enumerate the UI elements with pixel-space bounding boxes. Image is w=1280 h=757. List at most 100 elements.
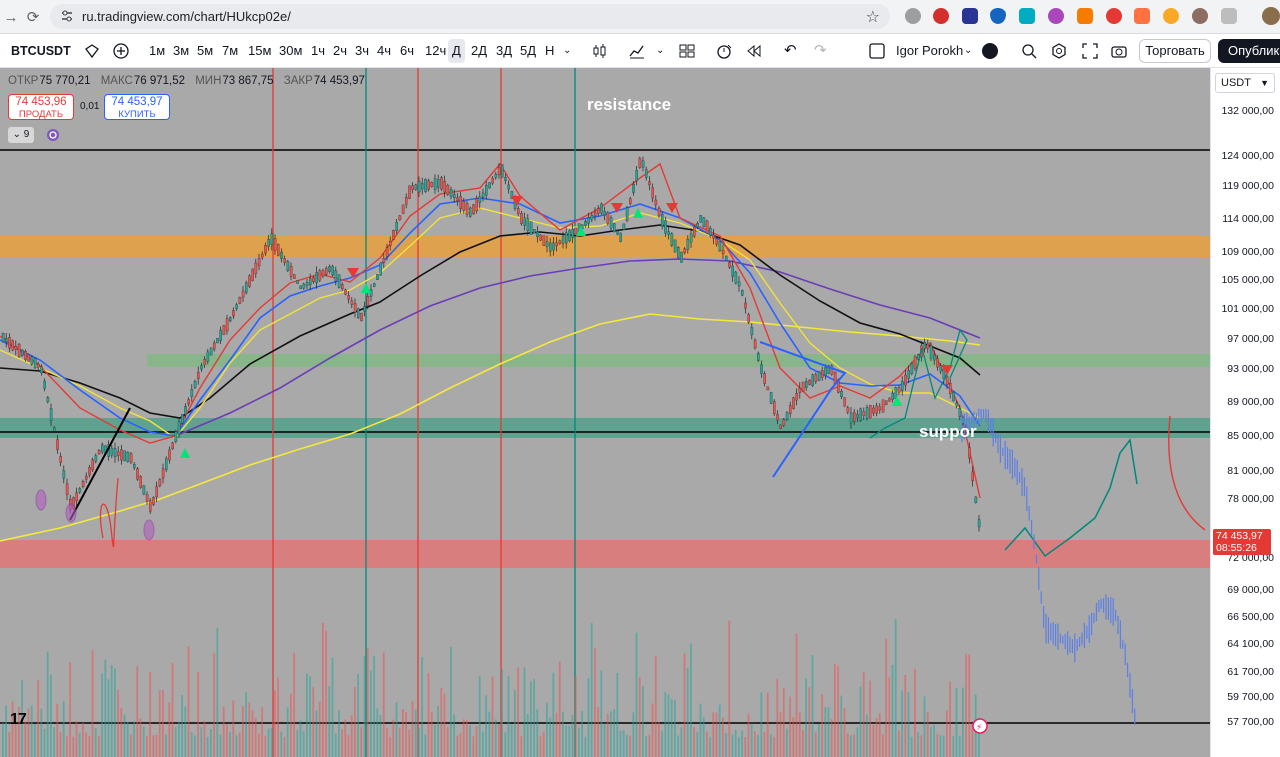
interval-6ч[interactable]: 6ч xyxy=(400,43,415,58)
interval-3Д[interactable]: 3Д xyxy=(496,43,513,58)
candle-body xyxy=(561,236,565,244)
chart-toolbar: BTCUSDT 1м 3м 5м 7м 15м 30м 1ч 2ч 3ч 4ч 6ч 12ч Д 2Д 3Д… xyxy=(0,34,1280,68)
interval-4ч[interactable]: 4ч xyxy=(377,43,392,58)
price-chart[interactable]: resistance suppor ⚡ xyxy=(0,68,1210,757)
price-label: 69 000,00 xyxy=(1227,584,1274,596)
metamask-fox-icon[interactable] xyxy=(1077,8,1093,24)
volume-bar xyxy=(34,723,36,757)
replay-icon[interactable] xyxy=(745,42,763,60)
interval-5м[interactable]: 5м xyxy=(197,43,214,58)
quick-search-icon[interactable] xyxy=(1020,42,1038,60)
trendline-black xyxy=(69,407,131,521)
intervals-dropdown-chevron-icon[interactable]: ⌄ xyxy=(563,45,572,56)
interval-7м[interactable]: 7м xyxy=(222,43,239,58)
layout-grid-icon[interactable] xyxy=(678,42,696,60)
interval-Д[interactable]: Д xyxy=(448,39,465,63)
url-text[interactable]: ru.tradingview.com/chart/HUkcp02e/ xyxy=(82,9,291,24)
high-value: 76 971,52 xyxy=(133,75,186,87)
site-settings-icon[interactable] xyxy=(60,9,74,23)
volume-bar xyxy=(434,724,436,757)
candle-body xyxy=(238,297,242,304)
candle-body xyxy=(773,401,776,414)
paw-extension-icon[interactable] xyxy=(1048,8,1064,24)
profile-avatar[interactable] xyxy=(1262,7,1280,25)
volume-bar xyxy=(75,721,78,757)
candle-body xyxy=(840,390,843,398)
volume-bar xyxy=(776,678,779,757)
bitcoin-extension-icon[interactable] xyxy=(1163,8,1179,24)
price-label: 59 700,00 xyxy=(1227,691,1274,703)
chart-canvas[interactable]: resistance suppor ⚡ ОТКР75 770,21 МАКС76… xyxy=(0,68,1210,757)
snapshot-camera-icon[interactable] xyxy=(1110,42,1128,60)
candle-body xyxy=(181,414,184,424)
interval-15м[interactable]: 15м xyxy=(248,43,272,58)
fullscreen-icon[interactable] xyxy=(1081,42,1099,60)
bookmark-star-icon[interactable]: ☆ xyxy=(865,9,880,26)
tradingview-logo[interactable]: 17 xyxy=(10,711,27,728)
globe-extension-icon[interactable] xyxy=(905,8,921,24)
interval-Н[interactable]: Н xyxy=(545,43,555,58)
candles-chart-type-icon[interactable] xyxy=(591,42,609,60)
interval-3м[interactable]: 3м xyxy=(173,43,190,58)
reload-icon[interactable]: ⟳ xyxy=(26,9,40,26)
back-arrow-icon[interactable]: → xyxy=(3,8,19,26)
volume-bar xyxy=(158,690,161,757)
candle-body xyxy=(888,397,891,402)
interval-1ч[interactable]: 1ч xyxy=(311,43,326,58)
interval-2ч[interactable]: 2ч xyxy=(333,43,348,58)
volume-bar xyxy=(338,710,340,757)
account-chevron-icon[interactable]: ⌄ xyxy=(964,45,973,56)
puzzle-extensions-icon[interactable] xyxy=(1221,8,1237,24)
interval-30м[interactable]: 30м xyxy=(279,43,303,58)
candle-body xyxy=(651,187,654,199)
opera-extension-icon[interactable] xyxy=(933,8,949,24)
volume-bar xyxy=(658,722,660,757)
indicators-icon[interactable] xyxy=(628,42,646,60)
price-axis[interactable]: USDT ▼ 132 000,00 124 000,00 119 000,00 114 … xyxy=(1210,68,1280,757)
interval-2Д[interactable]: 2Д xyxy=(471,43,488,58)
candle-body xyxy=(213,342,216,350)
extension-icon-11[interactable] xyxy=(1192,8,1208,24)
volume-bar xyxy=(549,717,551,757)
camera-extension-icon[interactable] xyxy=(1019,8,1035,24)
redo-icon[interactable]: ↷ xyxy=(814,42,827,59)
volume-bar xyxy=(850,735,852,757)
volume-bar xyxy=(626,734,628,757)
undo-icon[interactable]: ↶ xyxy=(784,42,797,59)
volume-bar xyxy=(894,619,897,757)
interval-3ч[interactable]: 3ч xyxy=(355,43,370,58)
volume-bar xyxy=(274,690,276,757)
symbol-search[interactable]: BTCUSDT xyxy=(11,44,71,58)
buy-button[interactable]: 74 453,97 КУПИТЬ xyxy=(104,94,170,120)
volume-bar xyxy=(450,647,452,757)
candle-body xyxy=(283,258,286,263)
interval-5Д[interactable]: 5Д xyxy=(520,43,537,58)
shield-extension-icon[interactable] xyxy=(990,8,1006,24)
currency-select[interactable]: USDT ▼ xyxy=(1215,73,1275,93)
account-checkbox-icon[interactable] xyxy=(868,42,886,60)
candle-body xyxy=(46,397,50,403)
volume-bar xyxy=(562,711,564,757)
publish-button[interactable]: Опублико xyxy=(1218,39,1280,63)
volume-bar xyxy=(46,651,49,757)
extension-icon-9[interactable] xyxy=(1134,8,1150,24)
compare-symbol-icon[interactable] xyxy=(83,42,101,60)
address-bar[interactable]: ru.tradingview.com/chart/HUkcp02e/ ☆ xyxy=(50,4,890,29)
sell-button[interactable]: 74 453,96 ПРОДАТЬ xyxy=(8,94,74,120)
extension-icon-2[interactable] xyxy=(962,8,978,24)
candle-body xyxy=(632,184,635,193)
trade-button[interactable]: Торговать xyxy=(1139,39,1211,63)
account-name[interactable]: Igor Porokh xyxy=(896,43,964,58)
adblock-extension-icon[interactable] xyxy=(1106,8,1122,24)
sync-icon[interactable] xyxy=(46,128,60,142)
interval-1м[interactable]: 1м xyxy=(149,43,166,58)
account-status-icon[interactable] xyxy=(982,43,998,59)
volume-bar xyxy=(530,681,532,757)
indicators-toggle[interactable]: ⌄ 9 xyxy=(8,127,34,143)
settings-gear-icon[interactable] xyxy=(1050,42,1068,60)
alert-clock-icon[interactable] xyxy=(715,42,733,60)
indicators-dropdown-chevron-icon[interactable]: ⌄ xyxy=(656,45,665,56)
interval-12ч[interactable]: 12ч xyxy=(425,43,447,58)
candle-body xyxy=(155,486,158,498)
add-symbol-icon[interactable] xyxy=(112,42,130,60)
